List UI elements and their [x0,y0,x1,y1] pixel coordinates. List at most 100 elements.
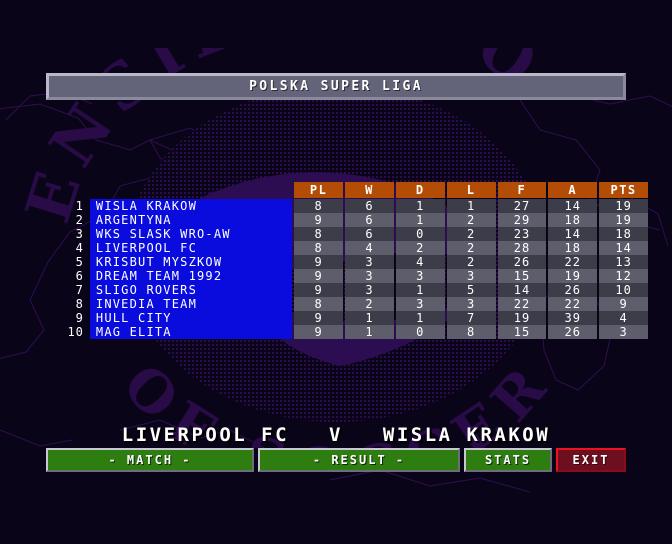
row-team-name[interactable]: WISLA KRAKOW [89,199,293,213]
row-stat-pts: 19 [599,199,649,213]
table-row[interactable]: 5 KRISBUT MYSZKOW 9 3 4 2 26 22 13 [56,255,649,269]
fixture-versus: V [329,424,343,446]
row-rank: 8 [75,297,84,311]
table-row[interactable]: 9 HULL CITY 9 1 1 7 19 39 4 [56,311,649,325]
row-stat-f: 22 [497,297,547,311]
row-stat-d: 4 [395,255,445,269]
row-stat-l: 8 [446,325,496,339]
row-stat-a: 14 [548,227,598,241]
row-stat-pl: 8 [294,297,344,311]
row-team-name[interactable]: MAG ELITA [89,325,293,339]
row-team-name[interactable]: INVEDIA TEAM [89,297,293,311]
row-stat-d: 1 [395,283,445,297]
result-button[interactable]: - RESULT - [258,448,460,472]
row-stat-a: 26 [548,325,598,339]
row-stat-l: 1 [446,199,496,213]
row-stat-w: 1 [345,311,394,325]
row-stat-a: 14 [548,199,598,213]
row-stat-a: 26 [548,283,598,297]
row-stat-w: 3 [345,269,394,283]
table-body: 1 WISLA KRAKOW 8 6 1 1 27 14 19 2 ARGENTYNA 9 6 1 2 29 1… [56,199,649,339]
column-header-d: D [395,182,445,198]
row-stat-pl: 9 [294,269,344,283]
row-team-name[interactable]: ARGENTYNA [89,213,293,227]
row-stat-w: 6 [345,199,394,213]
row-stat-pts: 9 [599,297,649,311]
row-rank: 10 [67,325,84,339]
row-rank: 5 [75,255,84,269]
row-stat-pts: 18 [599,227,649,241]
row-team-name[interactable]: LIVERPOOL FC [89,241,293,255]
row-stat-d: 1 [395,311,445,325]
row-team-name[interactable]: DREAM TEAM 1992 [89,269,293,283]
row-stat-w: 1 [345,325,394,339]
row-stat-a: 22 [548,297,598,311]
row-stat-a: 18 [548,241,598,255]
row-team-name[interactable]: HULL CITY [89,311,293,325]
row-stat-d: 3 [395,297,445,311]
row-stat-pl: 9 [294,311,344,325]
row-stat-pl: 9 [294,325,344,339]
column-header-pl: PL [294,182,344,198]
row-rank: 2 [75,213,84,227]
row-stat-d: 0 [395,227,445,241]
league-title-bar: POLSKA SUPER LIGA [46,73,626,100]
row-stat-f: 15 [497,325,547,339]
header-spacer [56,182,292,198]
row-stat-l: 2 [446,227,496,241]
row-stat-pts: 13 [599,255,649,269]
fixture-line: LIVERPOOL FC V WISLA KRAKOW [0,424,672,446]
row-rank: 9 [75,311,84,325]
row-stat-pts: 10 [599,283,649,297]
column-header-l: L [446,182,496,198]
row-stat-w: 3 [345,255,394,269]
table-row[interactable]: 2 ARGENTYNA 9 6 1 2 29 18 19 [56,213,649,227]
row-stat-l: 5 [446,283,496,297]
table-row[interactable]: 6 DREAM TEAM 1992 9 3 3 3 15 19 12 [56,269,649,283]
row-team-name[interactable]: KRISBUT MYSZKOW [89,255,293,269]
column-header-f: F [497,182,547,198]
row-stat-f: 19 [497,311,547,325]
row-stat-pl: 8 [294,241,344,255]
table-header-row: PL W D L F A PTS [56,182,648,198]
row-stat-f: 29 [497,213,547,227]
stats-button[interactable]: STATS [464,448,552,472]
row-stat-l: 2 [446,241,496,255]
row-team-name[interactable]: SLIGO ROVERS [89,283,293,297]
row-stat-pl: 8 [294,227,344,241]
column-header-w: W [345,182,394,198]
table-row[interactable]: 8 INVEDIA TEAM 8 2 3 3 22 22 9 [56,297,649,311]
table-row[interactable]: 1 WISLA KRAKOW 8 6 1 1 27 14 19 [56,199,649,213]
row-stat-l: 3 [446,297,496,311]
exit-button[interactable]: EXIT [556,448,626,472]
row-stat-pl: 9 [294,213,344,227]
column-header-pts: PTS [599,182,648,198]
row-stat-w: 6 [345,213,394,227]
row-stat-d: 0 [395,325,445,339]
table-row[interactable]: 7 SLIGO ROVERS 9 3 1 5 14 26 10 [56,283,649,297]
row-stat-pts: 12 [599,269,649,283]
row-stat-f: 15 [497,269,547,283]
row-stat-a: 18 [548,213,598,227]
column-header-a: A [548,182,598,198]
row-stat-pts: 19 [599,213,649,227]
row-stat-a: 39 [548,311,598,325]
match-button[interactable]: - MATCH - [46,448,254,472]
row-stat-l: 3 [446,269,496,283]
table-row[interactable]: 3 WKS SLASK WRO-AW 8 6 0 2 23 14 18 [56,227,649,241]
fixture-home-team: LIVERPOOL FC [121,424,290,446]
row-stat-l: 2 [446,255,496,269]
row-stat-pl: 9 [294,255,344,269]
table-row[interactable]: 4 LIVERPOOL FC 8 4 2 2 28 18 14 [56,241,649,255]
row-stat-f: 14 [497,283,547,297]
row-stat-d: 3 [395,269,445,283]
row-stat-pts: 14 [599,241,649,255]
row-team-name[interactable]: WKS SLASK WRO-AW [89,227,293,241]
row-stat-w: 6 [345,227,394,241]
row-stat-l: 7 [446,311,496,325]
row-stat-d: 1 [395,213,445,227]
row-rank: 7 [75,283,84,297]
row-stat-d: 2 [395,241,445,255]
row-stat-d: 1 [395,199,445,213]
table-row[interactable]: 10 MAG ELITA 9 1 0 8 15 26 3 [56,325,649,339]
